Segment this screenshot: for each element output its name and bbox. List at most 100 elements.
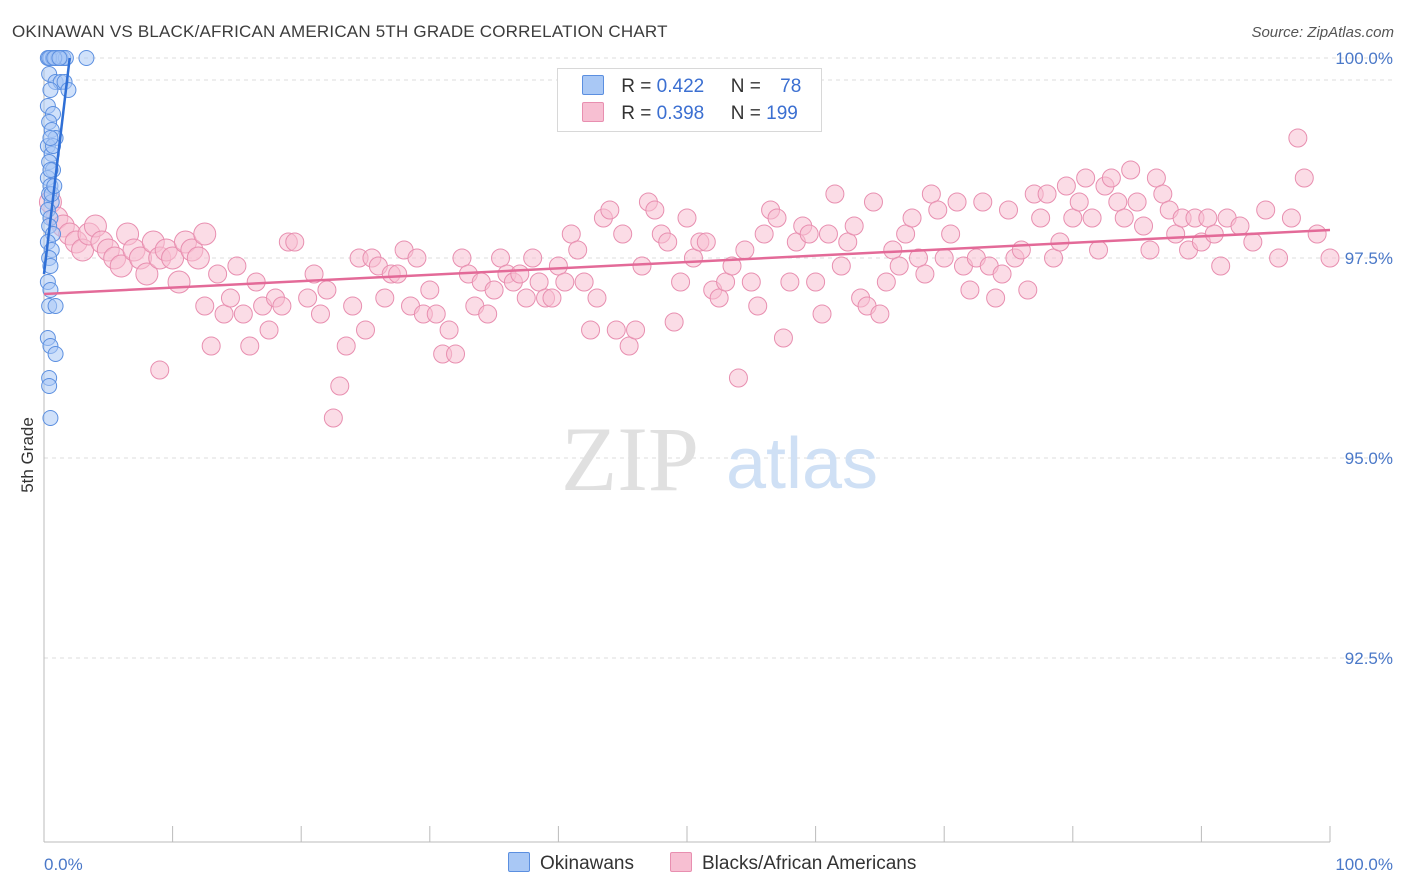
- pink-data-point: [529, 272, 549, 292]
- pink-data-point: [233, 304, 253, 324]
- pink-data-point: [934, 248, 954, 268]
- legend-r-value: 0.398: [656, 103, 705, 124]
- blue-data-point: [60, 82, 77, 98]
- pink-data-point: [304, 264, 324, 284]
- pink-data-point: [863, 192, 883, 212]
- legend-row-blacks: R = 0.398 N = 199: [582, 102, 798, 128]
- pink-data-point: [1230, 216, 1250, 236]
- pink-data-point: [613, 224, 633, 244]
- pink-data-point: [1076, 168, 1096, 188]
- pink-data-point: [767, 208, 787, 228]
- pink-data-point: [587, 288, 607, 308]
- pink-data-point: [388, 264, 408, 284]
- pink-data-point: [825, 184, 845, 204]
- pink-data-point: [581, 320, 601, 340]
- pink-data-point: [109, 254, 133, 278]
- pink-data-point: [1294, 168, 1314, 188]
- pink-data-point: [452, 248, 472, 268]
- blue-data-point: [42, 82, 59, 98]
- pink-data-point: [491, 248, 511, 268]
- legend-r-label: R =: [621, 76, 657, 97]
- pink-data-point: [896, 224, 916, 244]
- pink-data-point: [645, 200, 665, 220]
- legend-n-value: 78: [780, 76, 802, 97]
- legend-n-label: N =: [730, 76, 767, 97]
- pink-data-point: [439, 320, 459, 340]
- pink-data-point: [1011, 240, 1031, 260]
- pink-data-point: [272, 296, 292, 316]
- pink-data-point: [876, 272, 896, 292]
- blue-data-point: [47, 346, 64, 362]
- bottom-legend-label: Okinawans: [540, 853, 634, 874]
- pink-data-point: [214, 304, 234, 324]
- pink-data-point: [208, 264, 228, 284]
- pink-data-point: [883, 240, 903, 260]
- blue-data-point: [42, 130, 59, 146]
- grid-lines: [44, 57, 1392, 659]
- blue-data-point: [47, 298, 64, 314]
- pink-data-point: [375, 288, 395, 308]
- legend-swatch-pink: [582, 102, 604, 122]
- pink-data-point: [947, 192, 967, 212]
- pink-data-point: [1037, 184, 1057, 204]
- pink-data-point: [484, 280, 504, 300]
- pink-data-point: [516, 288, 536, 308]
- pink-data-point: [1243, 232, 1263, 252]
- pink-data-point: [683, 248, 703, 268]
- y-tick-label: 95.0%: [1345, 449, 1393, 468]
- pink-data-point: [150, 360, 170, 380]
- pink-data-point: [1114, 208, 1134, 228]
- bottom-legend-blacks: Blacks/African Americans: [670, 852, 916, 875]
- pink-data-point: [1018, 280, 1038, 300]
- pink-data-point: [227, 256, 247, 276]
- pink-data-point: [626, 320, 646, 340]
- pink-data-point: [716, 272, 736, 292]
- pink-data-point: [671, 272, 691, 292]
- pink-data-point: [632, 256, 652, 276]
- pink-data-point: [606, 320, 626, 340]
- pink-data-point: [1256, 200, 1276, 220]
- pink-data-point: [407, 248, 427, 268]
- legend-r-label: R =: [621, 103, 657, 124]
- pink-data-point: [600, 200, 620, 220]
- pink-data-point: [1063, 208, 1083, 228]
- blue-data-point: [42, 282, 59, 298]
- pink-data-point: [960, 280, 980, 300]
- pink-data-point: [1089, 240, 1109, 260]
- bottom-legend-swatch-pink: [670, 852, 692, 872]
- pink-data-point: [195, 296, 215, 316]
- pink-data-point: [1307, 224, 1327, 244]
- pink-data-point: [619, 336, 639, 356]
- trend-lines: [42, 57, 1331, 296]
- pink-data-point: [902, 208, 922, 228]
- pink-data-point: [1269, 248, 1289, 268]
- pink-data-point: [1108, 192, 1128, 212]
- blue-data-point: [51, 50, 68, 66]
- pink-data-point: [336, 336, 356, 356]
- pink-data-point: [1127, 192, 1147, 212]
- watermark-zip: ZIP: [561, 408, 699, 510]
- pink-data-point: [1031, 208, 1051, 228]
- y-tick-label: 92.5%: [1345, 649, 1393, 668]
- pink-data-point: [889, 256, 909, 276]
- pink-data-point: [773, 328, 793, 348]
- y-axis-title: 5th Grade: [18, 417, 37, 493]
- pink-data-point: [201, 336, 221, 356]
- y-tick-label: 100.0%: [1335, 49, 1393, 68]
- source-label: Source: ZipAtlas.com: [1251, 24, 1394, 41]
- pink-data-point: [728, 368, 748, 388]
- stats-legend: R = 0.422 N = 78 R = 0.398 N = 199: [557, 68, 822, 132]
- legend-swatch-blue: [582, 75, 604, 95]
- bottom-legend-swatch-blue: [508, 852, 530, 872]
- pink-data-point: [574, 272, 594, 292]
- legend-n-label: N =: [730, 103, 767, 124]
- pink-data-point: [973, 192, 993, 212]
- pink-data-point: [1044, 248, 1064, 268]
- pink-data-point: [1101, 168, 1121, 188]
- pink-data-point: [298, 288, 318, 308]
- pink-data-point: [799, 224, 819, 244]
- pink-data-point: [1211, 256, 1231, 276]
- pink-data-point: [446, 344, 466, 364]
- pink-data-point: [748, 296, 768, 316]
- pink-data-point: [1056, 176, 1076, 196]
